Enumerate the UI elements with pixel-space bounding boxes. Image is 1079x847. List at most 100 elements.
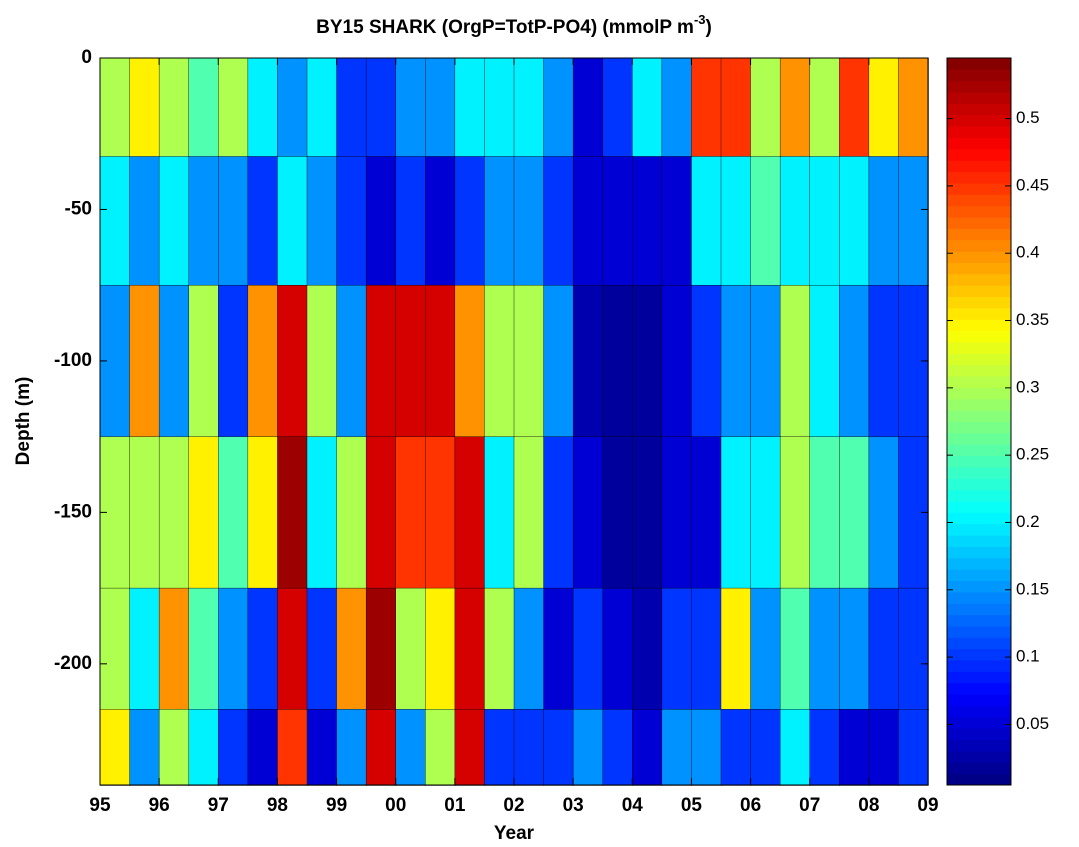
contour-cell [395,436,426,589]
contour-cell [188,436,219,589]
contour-cell [779,587,811,710]
colorbar-swatch [947,376,1011,388]
contour-cell [365,709,397,786]
contour-cell [661,284,693,438]
x-tick-label: 07 [799,795,820,816]
contour-cell [454,436,486,589]
contour-cell [572,587,604,710]
contour-cell [218,284,249,438]
colorbar-swatch [947,273,1011,286]
contour-cell [158,436,190,589]
x-tick-label: 01 [444,795,466,816]
contour-cell [809,436,840,589]
contour-cell [365,156,397,286]
x-tick-label: 02 [503,795,524,816]
contour-cell [572,709,604,786]
contour-cell [129,284,160,438]
contour-cell [661,709,693,786]
contour-cell [218,587,249,710]
contour-cell [218,57,249,158]
contour-cell [99,709,131,786]
colorbar-swatch [947,341,1011,354]
contour-cell [868,284,900,438]
x-tick-label: 97 [208,795,229,816]
contour-cell [779,436,811,589]
contour-cell [809,284,840,438]
colorbar-swatch [947,421,1011,434]
x-tick-label: 96 [149,795,170,816]
contour-cell [898,156,929,286]
contour-cell [425,709,456,786]
title-main: BY15 SHARK (OrgP=TotP-PO4) (mmolP m [316,17,694,38]
contour-cell [868,156,900,286]
contour-cell [898,57,929,158]
contour-cell [750,587,781,710]
colorbar-swatch [947,728,1011,741]
x-tick-label: 00 [385,795,406,816]
contour-cell [572,57,604,158]
colorbar-swatch [947,194,1011,207]
y-axis-label: Depth (m) [13,377,34,466]
contour-cell [247,284,279,438]
contour-cell [602,156,633,286]
contour-cell [691,436,722,589]
contour-cell [779,156,811,286]
contour-cell [602,587,633,710]
contour-cell [632,57,663,158]
contour-cell [218,156,249,286]
contour-cell [188,587,219,710]
colorbar-tick-label: 0.5 [1016,108,1040,127]
contour-cell [336,709,367,786]
colorbar-tick-label: 0.35 [1016,310,1049,329]
colorbar-tick-label: 0.2 [1016,512,1040,531]
title-end: ) [706,17,712,38]
colorbar-swatch [947,512,1011,525]
y-tick-label: -100 [54,350,92,371]
contour-cell [898,709,929,786]
contour-cell [277,284,308,438]
colorbar-swatch [947,750,1011,763]
contour-cell [750,57,781,158]
colorbar-swatch [947,444,1011,457]
colorbar-swatch [947,489,1011,502]
contour-cell [484,587,515,710]
contour-cell [602,284,633,438]
contour-cell [779,57,811,158]
contour-cell [454,284,486,438]
contour-cell [809,57,840,158]
colorbar-swatch [947,716,1011,729]
contour-cell [158,57,190,158]
colorbar-swatch [947,92,1011,104]
contour-cell [691,587,722,710]
colorbar-swatch [947,251,1011,263]
colorbar-swatch [947,80,1011,93]
title-superscript: -3 [694,12,706,27]
colorbar-swatch [947,535,1011,547]
contour-cell [809,156,840,286]
colorbar-swatch [947,773,1011,786]
contour-cell [218,709,249,786]
contour-cell [868,57,900,158]
contour-cell [720,57,752,158]
contour-cell [454,156,486,286]
contour-cell [661,587,693,710]
contour-cell [158,284,190,438]
contour-cell [129,57,160,158]
contour-cell [809,587,840,710]
contour-cell [839,587,870,710]
colorbar-swatch [947,580,1011,593]
x-tick-label: 98 [267,795,288,816]
contour-cell [513,284,545,438]
contour-cell [395,284,426,438]
colorbar-swatch [947,739,1011,752]
contour-cell [188,284,219,438]
contour-cell [218,436,249,589]
colorbar-swatch [947,569,1011,582]
contour-cell [99,156,131,286]
colorbar-swatch [947,307,1011,320]
colorbar-swatch [947,103,1011,116]
colorbar-tick-label: 0.45 [1016,175,1049,194]
contour-cell [868,709,900,786]
contour-cell [395,57,426,158]
x-tick-label: 95 [89,795,111,816]
